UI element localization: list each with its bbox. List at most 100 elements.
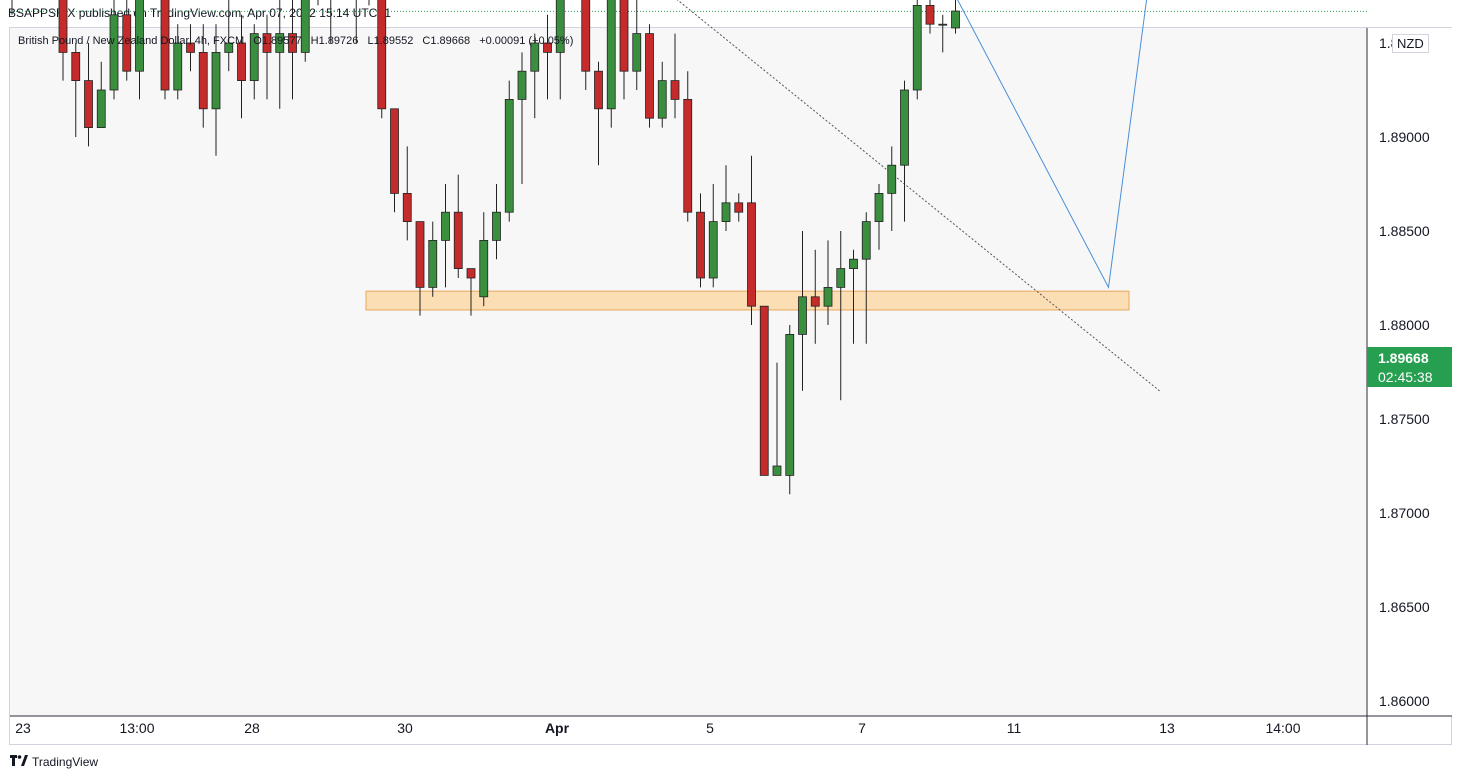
candle-body (670, 80, 680, 100)
candle-body (504, 99, 514, 213)
candle-39 (504, 80, 514, 222)
candle-body (492, 211, 501, 241)
candle-34 (441, 184, 450, 288)
candle-body (237, 42, 246, 81)
y-tick-label: 1.86000 (1379, 693, 1430, 709)
candle-20 (262, 14, 272, 100)
candle-body (696, 211, 705, 279)
candle-body (721, 202, 731, 223)
candle-21 (275, 0, 285, 109)
candle-body (759, 305, 769, 476)
tradingview-brand-label: TradingView (32, 755, 99, 769)
low-value: L1.89552 (367, 35, 414, 47)
tradingview-logo-icon (10, 755, 28, 769)
candle-body (186, 42, 195, 53)
candle-16 (211, 24, 221, 156)
candle-0 (11, 0, 13, 15)
candle-body (912, 5, 922, 91)
candle-58 (747, 155, 756, 325)
candle-29 (377, 0, 387, 119)
candle-60 (772, 362, 782, 476)
x-tick-label: 14:00 (1265, 720, 1300, 736)
candle-40 (517, 52, 527, 184)
candle-body (708, 221, 718, 279)
candle-72 (925, 0, 935, 34)
candle-67 (861, 212, 871, 344)
candle-body (683, 99, 693, 213)
x-tick-label: 7 (858, 720, 866, 736)
candle-body (836, 268, 846, 288)
x-tick-label: Apr (545, 720, 570, 736)
candle-body (632, 33, 642, 72)
candle-5 (71, 43, 81, 137)
candle-6 (84, 43, 93, 147)
candle-19 (249, 24, 259, 100)
candle-31 (402, 146, 412, 241)
candle-18 (237, 14, 246, 119)
candle-body (453, 211, 463, 269)
candle-body (798, 296, 807, 335)
candle-body (211, 52, 221, 110)
candle-38 (492, 184, 501, 260)
candle-body (275, 33, 285, 53)
candle-64 (823, 240, 833, 325)
change-value: +0.00091 (+0.05%) (479, 35, 574, 47)
projection-path (957, 0, 1148, 290)
candle-body (198, 52, 208, 110)
candle-body (517, 70, 527, 100)
candle-body (377, 0, 387, 110)
footer-brand[interactable]: TradingView (10, 755, 98, 769)
candle-65 (836, 231, 846, 401)
candle-body (415, 221, 425, 288)
y-tick-label: 1.86500 (1379, 599, 1430, 615)
candle-body (249, 33, 259, 81)
candle-22 (288, 0, 297, 100)
trend-line (676, 0, 1160, 392)
x-tick-label: 5 (706, 720, 714, 736)
candle-body (772, 465, 782, 476)
candle-63 (810, 249, 820, 344)
candle-4 (58, 0, 68, 81)
candle-33 (428, 221, 438, 297)
candle-57 (734, 193, 744, 222)
candle-body (390, 108, 399, 194)
candle-body (861, 221, 871, 260)
x-tick-label: 23 (15, 720, 31, 736)
y-tick-label: 1.87000 (1379, 505, 1430, 521)
high-value: H1.89726 (310, 35, 359, 47)
candle-12 (160, 0, 170, 100)
y-tick-label: 1.87500 (1379, 411, 1430, 427)
candle-37 (479, 212, 489, 307)
candle-body (606, 0, 616, 110)
y-tick-label: 1.88500 (1379, 223, 1430, 239)
currency-badge[interactable]: NZD (1392, 34, 1429, 53)
candle-51 (657, 61, 667, 128)
candle-30 (390, 108, 399, 213)
candle-body (135, 0, 144, 72)
bar-countdown: 02:45:38 (1378, 369, 1433, 385)
candle-body (530, 42, 540, 72)
candle-body (71, 52, 81, 82)
candle-53 (683, 71, 693, 222)
candle-10 (135, 0, 144, 100)
candle-59 (759, 305, 769, 476)
candle-43 (555, 0, 565, 100)
candle-body (734, 202, 744, 213)
candle-42 (543, 14, 552, 100)
candle-49 (632, 0, 642, 90)
symbol-label: British Pound / New Zealand Dollar, 4h, … (18, 35, 245, 47)
candle-body (925, 5, 935, 25)
candle-body (262, 33, 272, 53)
candle-14 (186, 24, 195, 72)
close-value: C1.89668 (422, 35, 471, 47)
candle-body (160, 0, 170, 91)
candle-body (657, 80, 667, 119)
candle-35 (453, 174, 463, 278)
plot-area (10, 0, 1367, 716)
x-tick-label: 30 (397, 720, 413, 736)
candle-71 (912, 0, 922, 100)
candle-body (224, 42, 234, 53)
candle-body (173, 42, 183, 91)
candle-68 (874, 184, 884, 250)
